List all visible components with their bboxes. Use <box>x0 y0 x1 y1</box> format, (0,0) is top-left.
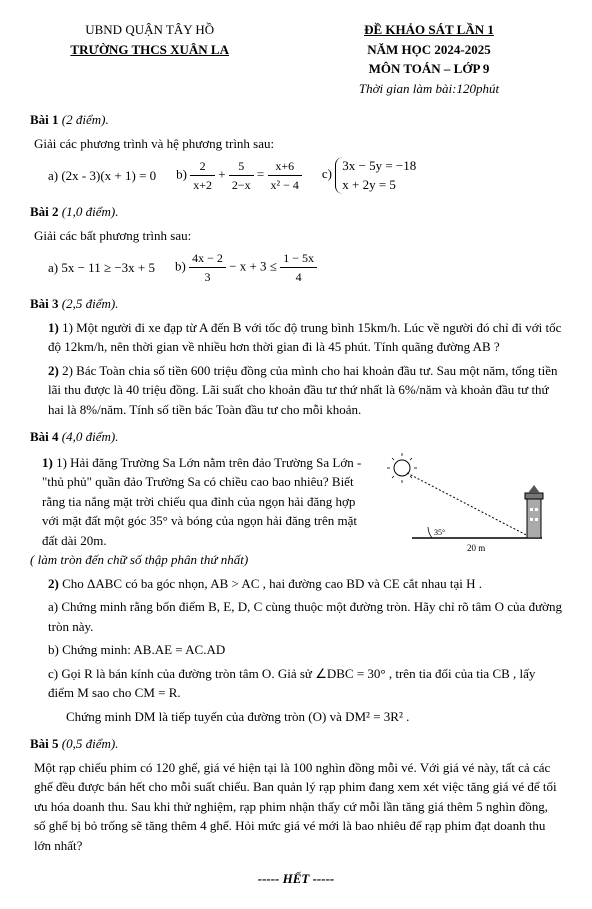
bai4-title: Bài 4 <box>30 429 59 444</box>
bai2-b-label: b) <box>175 258 186 273</box>
bai1-intro: Giải các phương trình và hệ phương trình… <box>34 134 562 154</box>
bai4-q2b: b) Chứng minh: AB.AE = AC.AD <box>48 640 562 660</box>
frac-3: x+6x² − 4 <box>268 157 302 194</box>
ubnd-label: UBND QUẬN TÂY HỒ <box>30 20 269 40</box>
bai3-title: Bài 3 <box>30 296 59 311</box>
bai4-q2a: a) Chứng minh rằng bốn điểm B, E, D, C c… <box>48 597 562 636</box>
school-year: NĂM HỌC 2024-2025 <box>296 40 562 60</box>
school-name: TRƯỜNG THCS XUÂN LA <box>30 40 269 60</box>
frac-1: 2x+2 <box>190 157 215 194</box>
base-label: 20 m <box>467 543 485 553</box>
bai2-intro: Giải các bất phương trình sau: <box>34 226 562 246</box>
bai4-q1-text: 1) 1) Hải đăng Trường Sa Lớn nằm trên đả… <box>30 453 372 570</box>
lighthouse-diagram: 35° 20 m <box>382 453 562 570</box>
bai1-b: b) 2x+2 + 52−x = x+6x² − 4 <box>176 157 302 194</box>
bai4-q1-note: ( làm tròn đến chữ số thập phân thứ nhất… <box>30 550 372 570</box>
bai2-title: Bài 2 <box>30 204 59 219</box>
header-left: UBND QUẬN TÂY HỒ TRƯỜNG THCS XUÂN LA <box>30 20 269 98</box>
bai4-q2-intro: 2) Cho ΔABC có ba góc nhọn, AB > AC , ha… <box>48 574 562 594</box>
sys-eq2: x + 2y = 5 <box>342 176 416 194</box>
bai1-equations: a) (2x - 3)(x + 1) = 0 b) 2x+2 + 52−x = … <box>48 157 562 194</box>
bai-3: Bài 3 (2,5 điểm). 1) 1) Một người đi xe … <box>30 294 562 419</box>
bai4-q2c-1: c) Gọi R là bán kính của đường tròn tâm … <box>48 664 562 703</box>
angle-label: 35° <box>434 528 445 537</box>
bai-2: Bài 2 (1,0 điểm). Giải các bất phương tr… <box>30 202 562 286</box>
footer-end: ----- HẾT ----- <box>30 869 562 889</box>
header-right: ĐỀ KHẢO SÁT LẦN 1 NĂM HỌC 2024-2025 MÔN … <box>296 20 562 98</box>
bai5-title: Bài 5 <box>30 736 59 751</box>
bai1-title: Bài 1 <box>30 112 59 127</box>
bai1-c: c) 3x − 5y = −18 x + 2y = 5 <box>322 157 416 193</box>
frac-2: 52−x <box>229 157 254 194</box>
bai2-equations: a) 5x − 11 ≥ −3x + 5 b) 4x − 23 − x + 3 … <box>48 249 562 286</box>
bai3-q2: 2) 2) Bác Toàn chia số tiền 600 triệu đồ… <box>48 361 562 420</box>
bai5-text: Một rạp chiếu phim có 120 ghế, giá vé hi… <box>34 758 562 856</box>
bai1-c-label: c) <box>322 166 332 181</box>
bai1-b-label: b) <box>176 166 187 181</box>
subject: MÔN TOÁN – LỚP 9 <box>296 59 562 79</box>
bai4-q1: 1) 1) Hải đăng Trường Sa Lớn nằm trên đả… <box>42 453 372 551</box>
system-brace: 3x − 5y = −18 x + 2y = 5 <box>335 157 416 193</box>
bai2-pts: (1,0 điểm). <box>62 204 119 219</box>
bai1-a: a) (2x - 3)(x + 1) = 0 <box>48 166 156 186</box>
frac-b1: 4x − 23 <box>189 249 226 286</box>
bai3-pts: (2,5 điểm). <box>62 296 119 311</box>
bai2-b: b) 4x − 23 − x + 3 ≤ 1 − 5x4 <box>175 249 317 286</box>
sys-eq1: 3x − 5y = −18 <box>342 157 416 175</box>
exam-title: ĐỀ KHẢO SÁT LẦN 1 <box>296 20 562 40</box>
bai5-pts: (0,5 điểm). <box>62 736 119 751</box>
bai4-pts: (4,0 điểm). <box>62 429 119 444</box>
bai2-a: a) 5x − 11 ≥ −3x + 5 <box>48 258 155 278</box>
header: UBND QUẬN TÂY HỒ TRƯỜNG THCS XUÂN LA ĐỀ … <box>30 20 562 98</box>
bai-5: Bài 5 (0,5 điểm). Một rạp chiếu phim có … <box>30 734 562 855</box>
frac-b2: 1 − 5x4 <box>280 249 317 286</box>
bai4-q2c-2: Chứng minh DM là tiếp tuyến của đường tr… <box>66 707 562 727</box>
bai-4: Bài 4 (4,0 điểm). 1) 1) Hải đăng Trường … <box>30 427 562 726</box>
bai-1: Bài 1 (2 điểm). Giải các phương trình và… <box>30 110 562 194</box>
exam-time: Thời gian làm bài:120phút <box>296 79 562 99</box>
bai4-q1-section: 1) 1) Hải đăng Trường Sa Lớn nằm trên đả… <box>30 453 562 570</box>
bai1-pts: (2 điểm). <box>62 112 109 127</box>
bai3-q1: 1) 1) Một người đi xe đạp từ A đến B với… <box>48 318 562 357</box>
